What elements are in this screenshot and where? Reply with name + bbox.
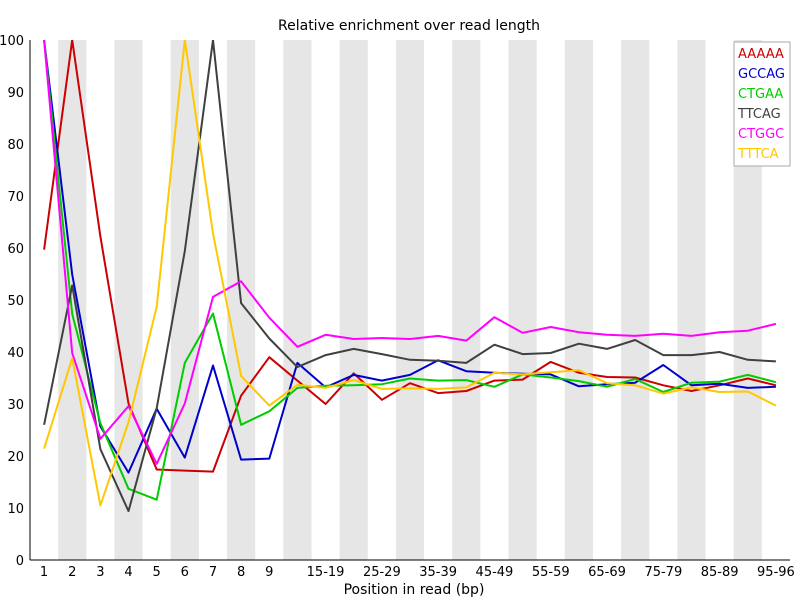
series-line-ctggc xyxy=(43,40,777,465)
grid-band xyxy=(452,40,481,560)
legend-entry: GCCAG xyxy=(738,67,785,82)
chart-title: Relative enrichment over read length xyxy=(278,18,540,34)
x-axis-label: Position in read (bp) xyxy=(344,582,485,598)
x-tick-label: 1 xyxy=(40,565,48,580)
x-tick-label: 75-79 xyxy=(644,565,682,580)
legend-entry: CTGGC xyxy=(738,127,784,142)
legend-entry: TTCAG xyxy=(737,107,781,122)
x-tick-label: 5 xyxy=(153,565,161,580)
series-line-aaaaa xyxy=(43,40,777,473)
legend-entry: TTTCA xyxy=(737,147,779,162)
y-tick-label: 100 xyxy=(0,34,24,49)
x-tick-label: 95-96 xyxy=(757,565,795,580)
grid-band xyxy=(621,40,650,560)
x-tick-label: 9 xyxy=(265,565,273,580)
x-tick-label: 6 xyxy=(181,565,189,580)
x-tick-label: 4 xyxy=(124,565,132,580)
legend: AAAAA GCCAG CTGAA TTCAG CTGGC TTTCA xyxy=(733,41,791,167)
x-tick-label: 65-69 xyxy=(588,565,626,580)
series-line-ttcag xyxy=(43,40,776,513)
y-tick-label: 40 xyxy=(7,346,24,361)
grid-band xyxy=(395,40,425,560)
x-tick-label: 8 xyxy=(237,565,245,580)
x-tick-label: 15-19 xyxy=(307,565,345,580)
grid-band xyxy=(564,40,593,560)
y-tick-label: 80 xyxy=(7,138,24,153)
y-tick-label: 50 xyxy=(7,294,24,309)
y-tick-label: 20 xyxy=(7,450,24,465)
series-line-ctgaa xyxy=(43,40,777,501)
x-tick-label: 45-49 xyxy=(476,565,514,580)
series-line-tttca xyxy=(43,40,777,507)
x-tick-label: 7 xyxy=(209,565,217,580)
legend-box xyxy=(733,41,791,167)
y-tick-label: 90 xyxy=(7,86,24,101)
x-tick-label: 35-39 xyxy=(419,565,457,580)
x-tick-label: 85-89 xyxy=(701,565,739,580)
y-tick-label: 70 xyxy=(7,190,24,205)
grid-band xyxy=(283,40,312,560)
grid-band xyxy=(170,40,199,560)
y-axis-ticks: 0 10 20 30 40 50 60 70 80 90 100 xyxy=(0,34,24,569)
background-bands xyxy=(58,40,762,560)
grid-band xyxy=(508,40,537,560)
series-line-gccag xyxy=(43,40,776,474)
x-tick-label: 3 xyxy=(96,565,104,580)
grid-band xyxy=(677,40,706,560)
y-tick-label: 10 xyxy=(7,502,24,517)
grid-band xyxy=(58,40,87,560)
x-tick-label: 55-59 xyxy=(532,565,570,580)
legend-entry: AAAAA xyxy=(738,47,784,62)
y-tick-label: 0 xyxy=(16,554,24,569)
grid-band xyxy=(114,40,143,560)
x-axis-ticks: 1 2 3 4 5 6 7 8 9 15-19 25-29 35-39 45-49 55-59 65-69 7… xyxy=(40,565,795,580)
y-tick-label: 30 xyxy=(7,398,24,413)
x-tick-label: 2 xyxy=(68,565,76,580)
grid-band xyxy=(339,40,368,560)
y-tick-label: 60 xyxy=(7,242,24,257)
legend-entry: CTGAA xyxy=(738,87,783,102)
series-lines xyxy=(43,40,777,513)
x-tick-label: 25-29 xyxy=(363,565,401,580)
